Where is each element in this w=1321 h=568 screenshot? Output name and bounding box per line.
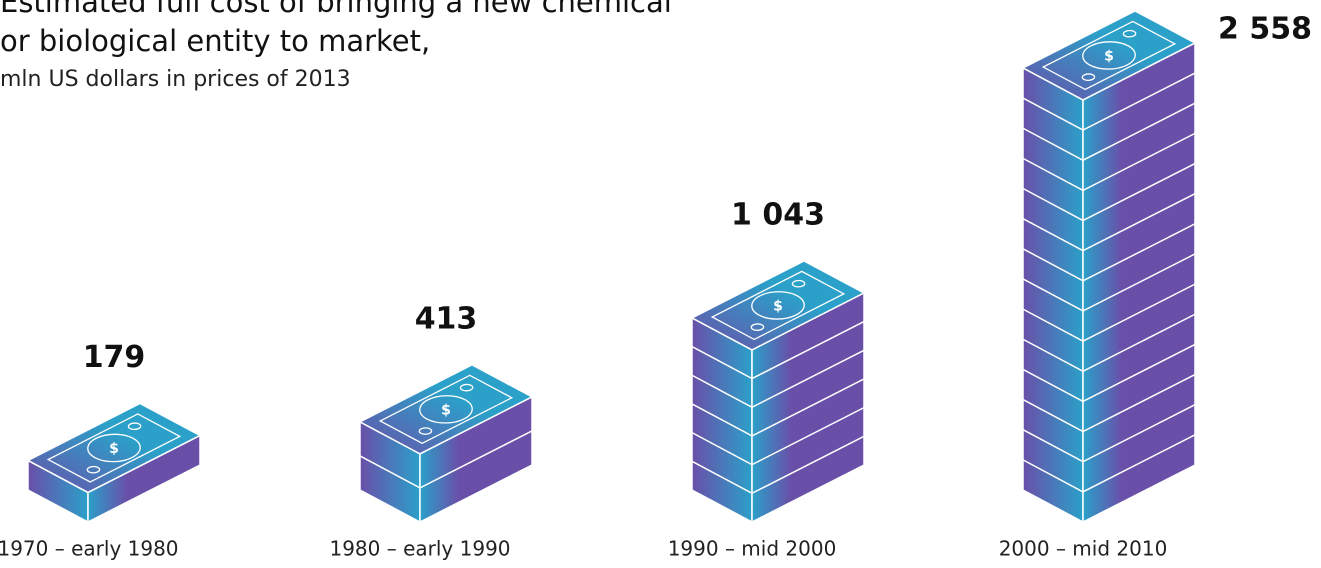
- money-stack: $: [28, 403, 200, 522]
- layer-line: [1022, 343, 1196, 403]
- bill-border: [380, 375, 512, 443]
- bill-pattern: [48, 414, 180, 482]
- layer-line: [691, 349, 865, 409]
- stack-top-face: [358, 364, 534, 455]
- value-label: 413: [415, 301, 478, 336]
- layer-line: [691, 435, 865, 495]
- layer-line: [1022, 193, 1196, 252]
- x-tick-label: 1980 – early 1990: [329, 537, 510, 561]
- money-stack: $: [1021, 10, 1197, 524]
- bill-seal: [741, 286, 815, 325]
- bill-dot: [126, 422, 143, 431]
- bill-border: [48, 414, 180, 482]
- layer-line: [1022, 253, 1196, 312]
- bill-dot: [1080, 73, 1097, 82]
- bill-dot: [417, 427, 434, 436]
- layer-line: [691, 378, 865, 437]
- x-tick-label: 1990 – mid 2000: [668, 537, 837, 561]
- bill-dot: [1121, 29, 1138, 38]
- layer-line: [1022, 223, 1196, 282]
- layer-line: [691, 406, 865, 466]
- dollar-sign: $: [1104, 48, 1114, 64]
- layer-line: [1022, 102, 1196, 162]
- stack-top-face: [1021, 10, 1197, 101]
- bill-dot: [458, 383, 475, 392]
- chart-subtitle: mln US dollars in prices of 2013: [0, 67, 351, 92]
- bill-dot: [749, 323, 766, 332]
- money-stack: $: [358, 364, 534, 524]
- stack-top-face: [690, 260, 866, 351]
- bill-border: [1043, 21, 1175, 89]
- chart-title: Estimated full cost of bringing a new ch…: [0, 0, 672, 19]
- value-label: 1 043: [731, 197, 825, 232]
- layer-line: [1022, 313, 1196, 373]
- layer-line: [1022, 72, 1196, 131]
- bill-seal: [77, 429, 151, 468]
- layer-line: [691, 320, 865, 380]
- bill-seal: [1072, 36, 1146, 75]
- bill-dot: [790, 279, 807, 288]
- bill-pattern: [380, 375, 512, 443]
- x-tick-label: 1970 – early 1980: [0, 537, 179, 561]
- dollar-sign: $: [773, 298, 783, 314]
- layer-line: [1022, 162, 1196, 222]
- dollar-sign: $: [441, 402, 451, 418]
- layer-line: [359, 430, 533, 489]
- value-label: 179: [83, 340, 146, 375]
- bill-pattern: [712, 271, 844, 339]
- bill-dot: [85, 465, 102, 474]
- layer-line: [1022, 373, 1196, 433]
- dollar-sign: $: [109, 441, 119, 457]
- chart-title: or biological entity to market,: [0, 24, 430, 58]
- value-label: 2 558: [1218, 12, 1312, 47]
- layer-line: [1022, 404, 1196, 463]
- stack-top-face: [26, 402, 202, 494]
- bill-pattern: [1043, 21, 1175, 89]
- layer-line: [1022, 434, 1196, 493]
- layer-line: [1022, 132, 1196, 192]
- money-stack: $: [690, 260, 866, 524]
- x-tick-label: 2000 – mid 2010: [999, 537, 1168, 561]
- layer-line: [1022, 283, 1196, 342]
- bill-border: [712, 271, 844, 339]
- bill-seal: [409, 390, 483, 429]
